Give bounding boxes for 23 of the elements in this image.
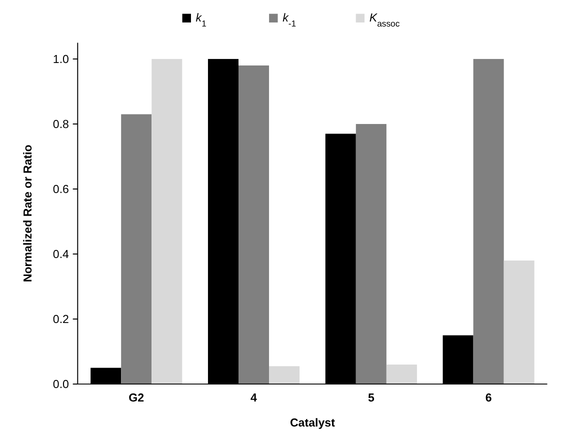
- bar: [386, 364, 417, 384]
- y-axis-title: Normalized Rate or Ratio: [22, 144, 34, 282]
- bar: [356, 124, 386, 384]
- legend-label: K$_{assoc}$: [369, 12, 400, 28]
- y-tick-label: 0.8: [52, 119, 69, 132]
- bar: [473, 58, 504, 384]
- y-tick-label: 0.0: [52, 379, 69, 392]
- bar: [121, 114, 152, 384]
- bar: [504, 260, 534, 384]
- y-tick-label: 0.4: [52, 249, 70, 262]
- y-tick-label: 0.6: [52, 184, 69, 196]
- y-tick-label: 1.0: [52, 54, 69, 66]
- x-axis-title: Catalyst: [290, 418, 336, 430]
- y-tick-label: 0.2: [52, 314, 69, 326]
- x-tick-label: 4: [250, 392, 258, 404]
- x-tick-label: G2: [128, 392, 144, 404]
- legend-label: k$_{-1}$: [282, 12, 296, 28]
- x-tick-label: 6: [485, 392, 492, 404]
- legend-label: k$_{1}$: [196, 12, 207, 28]
- bar: [238, 65, 270, 384]
- bar: [152, 58, 182, 384]
- x-tick-label: 5: [368, 392, 375, 404]
- bar: [269, 366, 300, 384]
